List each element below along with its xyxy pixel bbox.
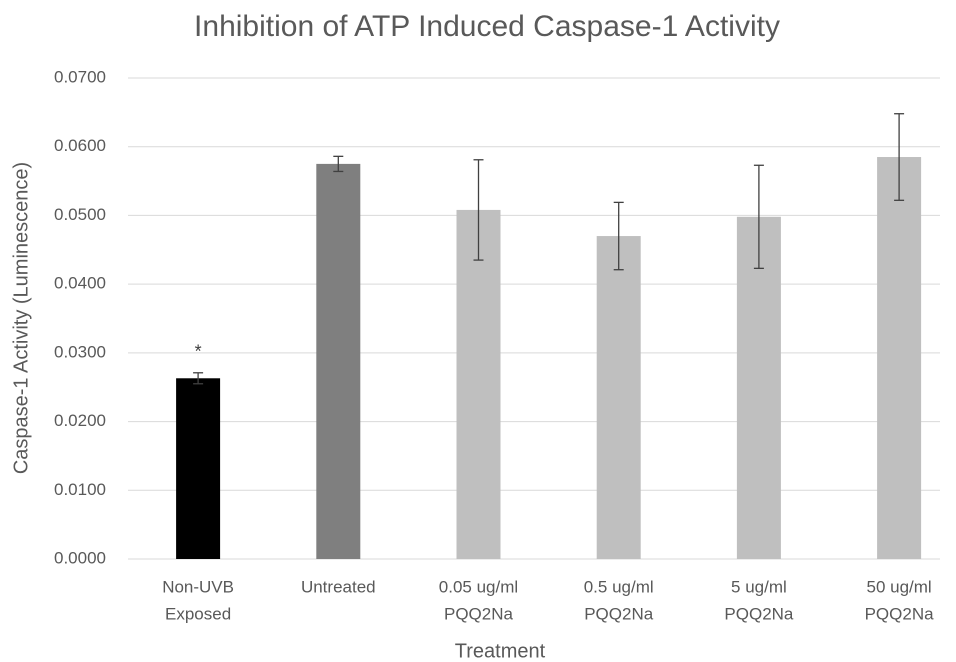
error-bar [613,201,624,271]
error-bar [473,159,484,261]
x-tick-label: Non-UVB [162,577,234,596]
x-tick-label: Untreated [301,577,376,596]
y-tick-label: 0.0000 [54,548,106,567]
y-tick-label: 0.0200 [54,411,106,430]
bar [596,236,641,560]
y-tick-label: 0.0600 [54,136,106,155]
x-tick-label: Exposed [165,604,231,623]
x-tick-label: 0.5 ug/ml [584,577,654,596]
bar [736,216,781,559]
annotation: * [195,342,202,362]
x-tick-label: 50 ug/ml [866,577,931,596]
y-tick-label: 0.0100 [54,480,106,499]
y-axis-label: Caspase-1 Activity (Luminescence) [10,162,32,474]
x-axis-label: Treatment [455,640,546,662]
bar [316,163,361,559]
bar [877,157,922,559]
bar [456,209,501,559]
error-bar [753,164,764,269]
x-tick-label: 0.05 ug/ml [439,577,518,596]
x-tick-label: PQQ2Na [724,604,794,623]
y-tick-label: 0.0700 [54,67,106,86]
y-tick-label: 0.0400 [54,274,106,293]
bar [176,378,221,559]
error-bar [193,372,204,385]
chart-title: Inhibition of ATP Induced Caspase-1 Acti… [194,10,780,43]
x-tick-label: PQQ2Na [865,604,935,623]
x-tick-label: 5 ug/ml [731,577,787,596]
error-bar [894,113,905,201]
x-tick-label: PQQ2Na [584,604,654,623]
y-tick-label: 0.0300 [54,342,106,361]
y-tick-label: 0.0500 [54,205,106,224]
error-bar [333,155,344,173]
x-tick-label: PQQ2Na [444,604,514,623]
